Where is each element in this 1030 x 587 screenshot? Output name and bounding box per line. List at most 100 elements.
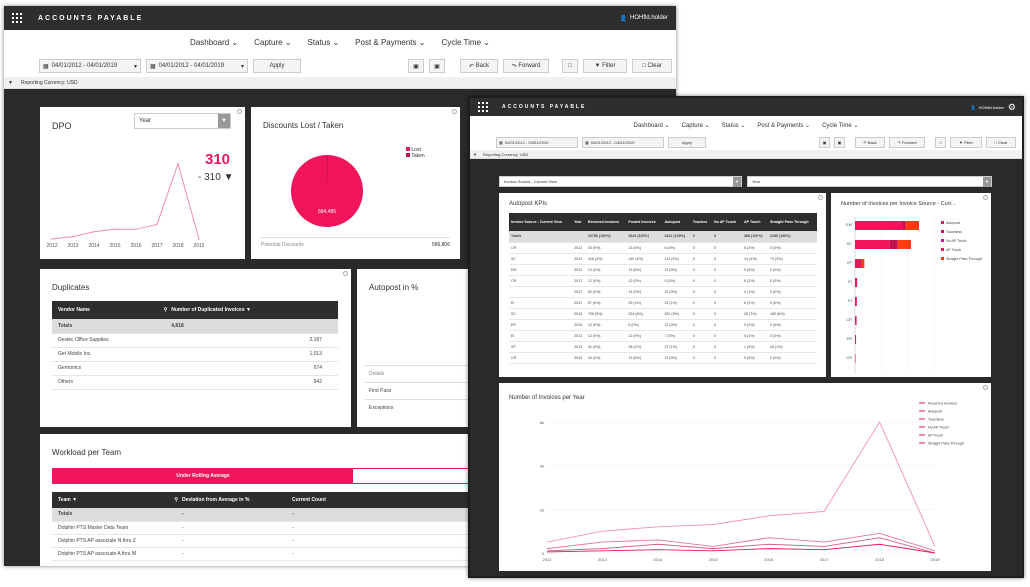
gear-icon[interactable]: ⚙ (1007, 101, 1016, 112)
menu-cycle-time[interactable]: Cycle Time ⌄ (441, 38, 490, 47)
clear-button[interactable]: □ Clear (986, 136, 1016, 148)
pin-icon[interactable] (343, 271, 348, 276)
line-y-tick: 2k (540, 507, 544, 512)
kpi-cell: 0 (712, 330, 743, 342)
pin-icon[interactable] (983, 385, 988, 390)
menu-capture[interactable]: Capture ⌄ (254, 38, 292, 47)
bar-segment (855, 297, 857, 306)
kpi-col-header[interactable]: Touches (690, 213, 712, 231)
line-legend-label: No AP Touch (928, 426, 949, 430)
apps-grid-icon[interactable] (478, 102, 488, 112)
duplicates-table: Vendor Name ⚲ Number of Duplicated Invoic… (52, 301, 338, 390)
front-toolbar: ▦ 04/01/2012 - 04/01/2019 ▦ 04/01/2012 - 0… (470, 134, 1022, 150)
lock-icon[interactable]: ▣ (408, 59, 424, 73)
menu-status[interactable]: Status ⌄ (307, 38, 340, 47)
kpi-col-header[interactable]: No AP Touch (712, 213, 743, 231)
apply-button[interactable]: Apply (668, 136, 706, 148)
invoice-source-select[interactable]: Invoice Source - Current View ▼ (499, 176, 742, 187)
filter-button[interactable]: ▼ Filter (950, 136, 982, 148)
filter-icon[interactable]: ▼ (8, 79, 13, 86)
clear-button[interactable]: □ Clear (632, 59, 672, 73)
apply-button[interactable]: Apply (253, 59, 301, 73)
filter-icon[interactable]: ▼ (473, 151, 477, 157)
user-menu[interactable]: 👤 HOHfld.holder (620, 15, 669, 22)
kpi-col-header[interactable]: Autopost (662, 213, 691, 231)
currency-label: Reporting Currency: USD (20, 79, 78, 86)
menu-post-payments[interactable]: Post & Payments ⌄ (757, 122, 811, 129)
dpo-delta: - 310 ▼ (198, 172, 234, 183)
bookmark-icon[interactable]: □ (562, 59, 578, 73)
date-range-1[interactable]: ▦ 04/01/2012 - 04/01/2019 (496, 136, 578, 148)
line-y-tick: 0 (542, 551, 545, 556)
kpi-cell: 12 (0%) (585, 275, 627, 287)
kpi-cell: 13 (0%) (626, 242, 663, 254)
kpi-col-header[interactable]: AP Touch (742, 213, 768, 231)
kpi-col-header[interactable]: Straight Pass Through (768, 213, 817, 231)
pin-icon[interactable] (452, 109, 457, 114)
pin-icon[interactable] (818, 195, 823, 200)
filter-button[interactable]: ▼ Filter (583, 59, 627, 73)
kpi-cell: 426 (3%) (585, 253, 627, 265)
pin-icon[interactable] (983, 195, 988, 200)
user-menu[interactable]: 👤 HOHfld.holder (971, 105, 1004, 110)
col-deviation[interactable]: Deviation from Average in % (178, 492, 288, 508)
col-duplicated[interactable]: Number of Duplicated Invoices ▼ (167, 301, 338, 319)
menu-dashboard[interactable]: Dashboard ⌄ (190, 38, 239, 47)
unlock-icon[interactable]: ▣ (429, 59, 445, 73)
dpo-point (198, 238, 200, 240)
year-select[interactable]: Year ▼ (747, 176, 992, 187)
kpi-cell: 324 (8%) (626, 308, 663, 320)
kpi-col-header[interactable]: Received Invoices (585, 213, 627, 231)
list-item[interactable]: Exceptions (365, 399, 495, 416)
unlock-icon[interactable]: ▣ (834, 136, 845, 148)
dpo-year-select[interactable]: Year ▼ (134, 113, 231, 129)
kpi-cell: 7 (0%) (662, 330, 691, 342)
kpi-cell: 13 (0%) (662, 264, 691, 276)
menu-dashboard[interactable]: Dashboard ⌄ (633, 122, 670, 129)
bar-legend-swatch (941, 248, 944, 251)
line-x-label: 2019 (931, 557, 941, 562)
back-button[interactable]: ↶ Back (855, 136, 885, 148)
line-y-tick: 6k (540, 420, 544, 425)
kpi-cell: 13 (0%) (626, 264, 663, 276)
kpi-cell: EM (509, 264, 573, 276)
pin-icon[interactable] (237, 109, 242, 114)
lock-icon[interactable]: ▣ (819, 136, 830, 148)
list-item[interactable]: First Pass (365, 382, 495, 399)
dpo-x-label: 2012 (46, 243, 57, 247)
kpi-cell: SC (509, 253, 573, 265)
kpi-col-header[interactable]: Posted Invoices (626, 213, 663, 231)
table-row: VP 2013 31 (0%) 28 (1%) 27 (1%) 0 0 1 (0%) 26 (1… (509, 341, 817, 353)
menu-status[interactable]: Status ⌄ (721, 122, 746, 129)
date-range-1[interactable]: ▦ 04/01/2012 - 04/01/2019 ▾ (39, 59, 141, 73)
kpi-cell: CR (509, 242, 573, 254)
kpi-col-header[interactable]: Year (572, 213, 586, 231)
date-range-2[interactable]: ▦ 04/01/2012 - 04/01/2019 ▾ (146, 59, 248, 73)
menu-post-payments[interactable]: Post & Payments ⌄ (355, 38, 426, 47)
kpi-col-header[interactable]: Invoice Source - Current View (509, 213, 573, 231)
line-x-label: 2012 (543, 557, 553, 562)
kpi-cell: ER (509, 319, 573, 331)
apps-grid-icon[interactable] (12, 13, 22, 23)
dpo-point (135, 228, 137, 231)
workload-bar[interactable]: Under Rolling Average (52, 468, 472, 484)
duplicates-title: Duplicates (52, 283, 90, 292)
col-vendor-name[interactable]: Vendor Name ⚲ (52, 301, 168, 319)
menu-cycle-time[interactable]: Cycle Time ⌄ (822, 122, 859, 129)
kpi-cell: 0 (0%) (768, 264, 817, 276)
kpi-cell: 0 (712, 352, 743, 364)
back-button[interactable]: ↶ Back (460, 59, 498, 73)
forward-button[interactable]: ↷ Forward (889, 136, 925, 148)
kpi-cell: 0 (690, 297, 712, 309)
date-range-2[interactable]: ▦ 04/01/2012 - 04/01/2019 (582, 136, 664, 148)
list-item[interactable]: Details (365, 365, 495, 382)
col-team[interactable]: Team ▼ ⚲ (52, 492, 178, 508)
table-row: Dolphin PTS AP associate A thru M-- (52, 547, 492, 561)
col-count[interactable]: Current Count (288, 492, 348, 508)
forward-button[interactable]: ↷ Forward (503, 59, 549, 73)
menu-capture[interactable]: Capture ⌄ (681, 122, 710, 129)
bar-legend-label: Touchless (946, 230, 962, 234)
kpi-cell: 1 (0%) (742, 341, 768, 353)
kpi-cell: 0 (0%) (768, 275, 817, 287)
bookmark-icon[interactable]: □ (935, 136, 946, 148)
